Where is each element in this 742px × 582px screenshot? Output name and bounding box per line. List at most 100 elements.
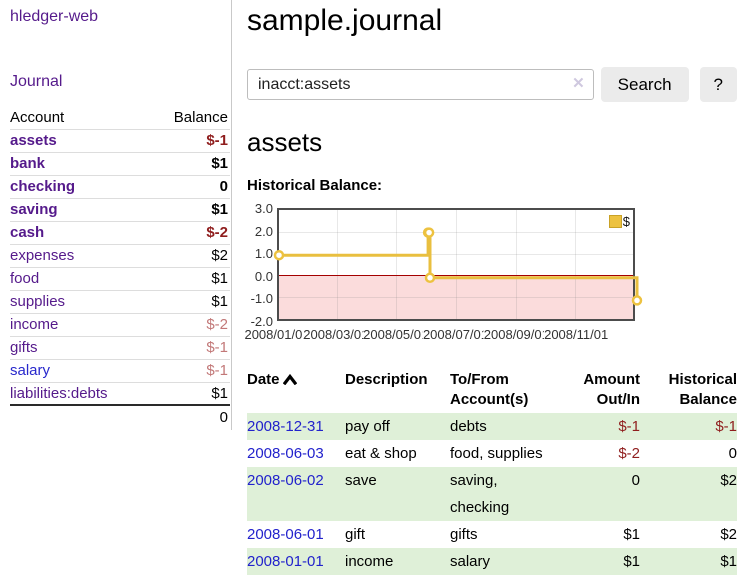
account-row: salary $-1 bbox=[10, 359, 230, 383]
accounts-header-row: Account Balance bbox=[10, 106, 230, 130]
account-balance: 0 bbox=[149, 175, 230, 199]
transaction-accounts: food, supplies bbox=[450, 445, 543, 462]
search-box: ✕ bbox=[247, 69, 594, 100]
account-link-assets[interactable]: assets bbox=[10, 132, 57, 149]
account-link-cash[interactable]: cash bbox=[10, 224, 45, 241]
account-row: bank $1 bbox=[10, 152, 230, 176]
y-tick-label: -2.0 bbox=[250, 314, 273, 329]
account-row: saving $1 bbox=[10, 198, 230, 222]
data-point-marker bbox=[424, 272, 436, 284]
transaction-accounts: gifts bbox=[450, 526, 478, 543]
account-balance: $2 bbox=[149, 244, 230, 268]
account-balance: $-2 bbox=[149, 221, 230, 245]
gridline bbox=[279, 253, 633, 255]
column-header-date[interactable]: Date bbox=[247, 370, 345, 413]
chart-title: Historical Balance: bbox=[247, 177, 383, 194]
account-row: cash $-2 bbox=[10, 221, 230, 245]
transaction-row: 2008-06-02 save saving, checking 0 $2 bbox=[247, 467, 737, 521]
account-link-liabilities-debts[interactable]: liabilities:debts bbox=[10, 384, 108, 402]
account-row: gifts $-1 bbox=[10, 336, 230, 360]
transaction-accounts: saving, checking bbox=[450, 472, 510, 516]
account-row: assets $-1 bbox=[10, 129, 230, 153]
account-row: expenses $2 bbox=[10, 244, 230, 268]
transaction-accounts: debts bbox=[450, 418, 487, 435]
chart-negative-region bbox=[279, 275, 633, 319]
transaction-amount: $-2 bbox=[618, 445, 640, 462]
account-balance: $-1 bbox=[149, 359, 230, 383]
y-tick-label: 3.0 bbox=[254, 201, 273, 216]
account-link-gifts[interactable]: gifts bbox=[10, 339, 38, 356]
transaction-row: 2008-12-31 pay off debts $-1 $-1 bbox=[247, 413, 737, 440]
account-link-income[interactable]: income bbox=[10, 316, 59, 333]
account-balance: $1 bbox=[211, 384, 228, 402]
x-tick-label: 2008/07/01 bbox=[422, 327, 489, 342]
transaction-row: 2008-06-03 eat & shop food, supplies $-2… bbox=[247, 440, 737, 467]
y-tick-label: 2.0 bbox=[254, 224, 273, 239]
page-title: sample.journal bbox=[247, 4, 443, 37]
account-row: checking 0 bbox=[10, 175, 230, 199]
legend-swatch bbox=[608, 215, 622, 228]
legend-label: $ bbox=[622, 214, 630, 229]
sidebar-item-journal[interactable]: Journal bbox=[10, 73, 63, 90]
transaction-date-link[interactable]: 2008-12-31 bbox=[247, 418, 324, 435]
x-tick-label: 2008/09/01 bbox=[483, 327, 549, 342]
search-form: ✕ Search ? bbox=[247, 67, 737, 102]
main-content: sample.journal ✕ Search ? assets Histori… bbox=[244, 0, 737, 575]
help-button[interactable]: ? bbox=[699, 67, 737, 102]
account-link-checking[interactable]: checking bbox=[10, 178, 76, 195]
account-link-bank[interactable]: bank bbox=[10, 155, 46, 172]
transaction-amount: $1 bbox=[623, 553, 640, 570]
gridline bbox=[574, 210, 576, 319]
transaction-description: save bbox=[345, 472, 377, 489]
brand-link[interactable]: hledger-web bbox=[10, 8, 99, 25]
transaction-description: income bbox=[345, 553, 394, 570]
account-link-food[interactable]: food bbox=[10, 270, 40, 287]
account-link-salary[interactable]: salary bbox=[10, 362, 51, 379]
transaction-date-link[interactable]: 2008-01-01 bbox=[247, 553, 324, 570]
account-link-supplies[interactable]: supplies bbox=[10, 293, 66, 310]
transaction-description: gift bbox=[345, 526, 366, 543]
chevron-up-icon bbox=[282, 371, 297, 391]
y-tick-label: 0.0 bbox=[254, 269, 273, 284]
gridline bbox=[455, 210, 457, 319]
account-balance: $1 bbox=[149, 152, 230, 176]
data-point-marker bbox=[423, 227, 435, 238]
x-axis-labels: 2008/01/01 2008/03/01 2008/05/01 2008/07… bbox=[244, 327, 635, 343]
transactions-table: Date Description To/From Account(s) Amou… bbox=[247, 370, 737, 575]
accounts-table: Account Balance assets $-1 bank $1 check… bbox=[10, 106, 230, 428]
transactions-header-row: Date Description To/From Account(s) Amou… bbox=[247, 370, 737, 413]
account-row: supplies $1 bbox=[10, 290, 230, 314]
balance-line-svg bbox=[273, 227, 643, 306]
chart-plot-area: $ bbox=[273, 208, 643, 321]
sidebar: hledger-web Journal Account Balance asse… bbox=[0, 0, 232, 430]
transaction-row: 2008-06-01 gift gifts $1 $2 bbox=[247, 521, 737, 548]
x-tick-label: 2008/11/01 bbox=[544, 327, 609, 342]
data-point-marker bbox=[273, 249, 285, 261]
accounts-total-balance: 0 bbox=[149, 404, 230, 428]
transaction-balance: $-1 bbox=[715, 418, 737, 435]
account-link-saving[interactable]: saving bbox=[10, 201, 58, 218]
transaction-amount: $-1 bbox=[618, 418, 640, 435]
transaction-date-link[interactable]: 2008-06-02 bbox=[247, 472, 324, 489]
transaction-amount: $1 bbox=[623, 526, 640, 543]
accounts-col-balance: Balance bbox=[149, 106, 230, 130]
transaction-balance: 0 bbox=[728, 445, 737, 462]
transaction-date-link[interactable]: 2008-06-01 bbox=[247, 526, 324, 543]
data-point-marker bbox=[631, 295, 643, 306]
account-balance: $-2 bbox=[149, 313, 230, 337]
transaction-date-link[interactable]: 2008-06-03 bbox=[247, 445, 324, 462]
account-balance: $-1 bbox=[149, 129, 230, 153]
account-balance: $1 bbox=[149, 198, 230, 222]
account-row: food $1 bbox=[10, 267, 230, 291]
search-button[interactable]: Search bbox=[600, 67, 689, 102]
accounts-total-row: 0 bbox=[10, 404, 230, 428]
transaction-accounts: salary bbox=[450, 553, 491, 570]
gridline bbox=[279, 231, 633, 233]
search-input[interactable] bbox=[247, 69, 594, 100]
transaction-description: pay off bbox=[345, 418, 390, 435]
column-header-description: Description bbox=[345, 371, 428, 388]
transaction-amount: 0 bbox=[631, 472, 640, 489]
y-tick-label: 1.0 bbox=[254, 246, 273, 261]
account-link-expenses[interactable]: expenses bbox=[10, 247, 75, 264]
clear-search-icon[interactable]: ✕ bbox=[572, 75, 585, 92]
